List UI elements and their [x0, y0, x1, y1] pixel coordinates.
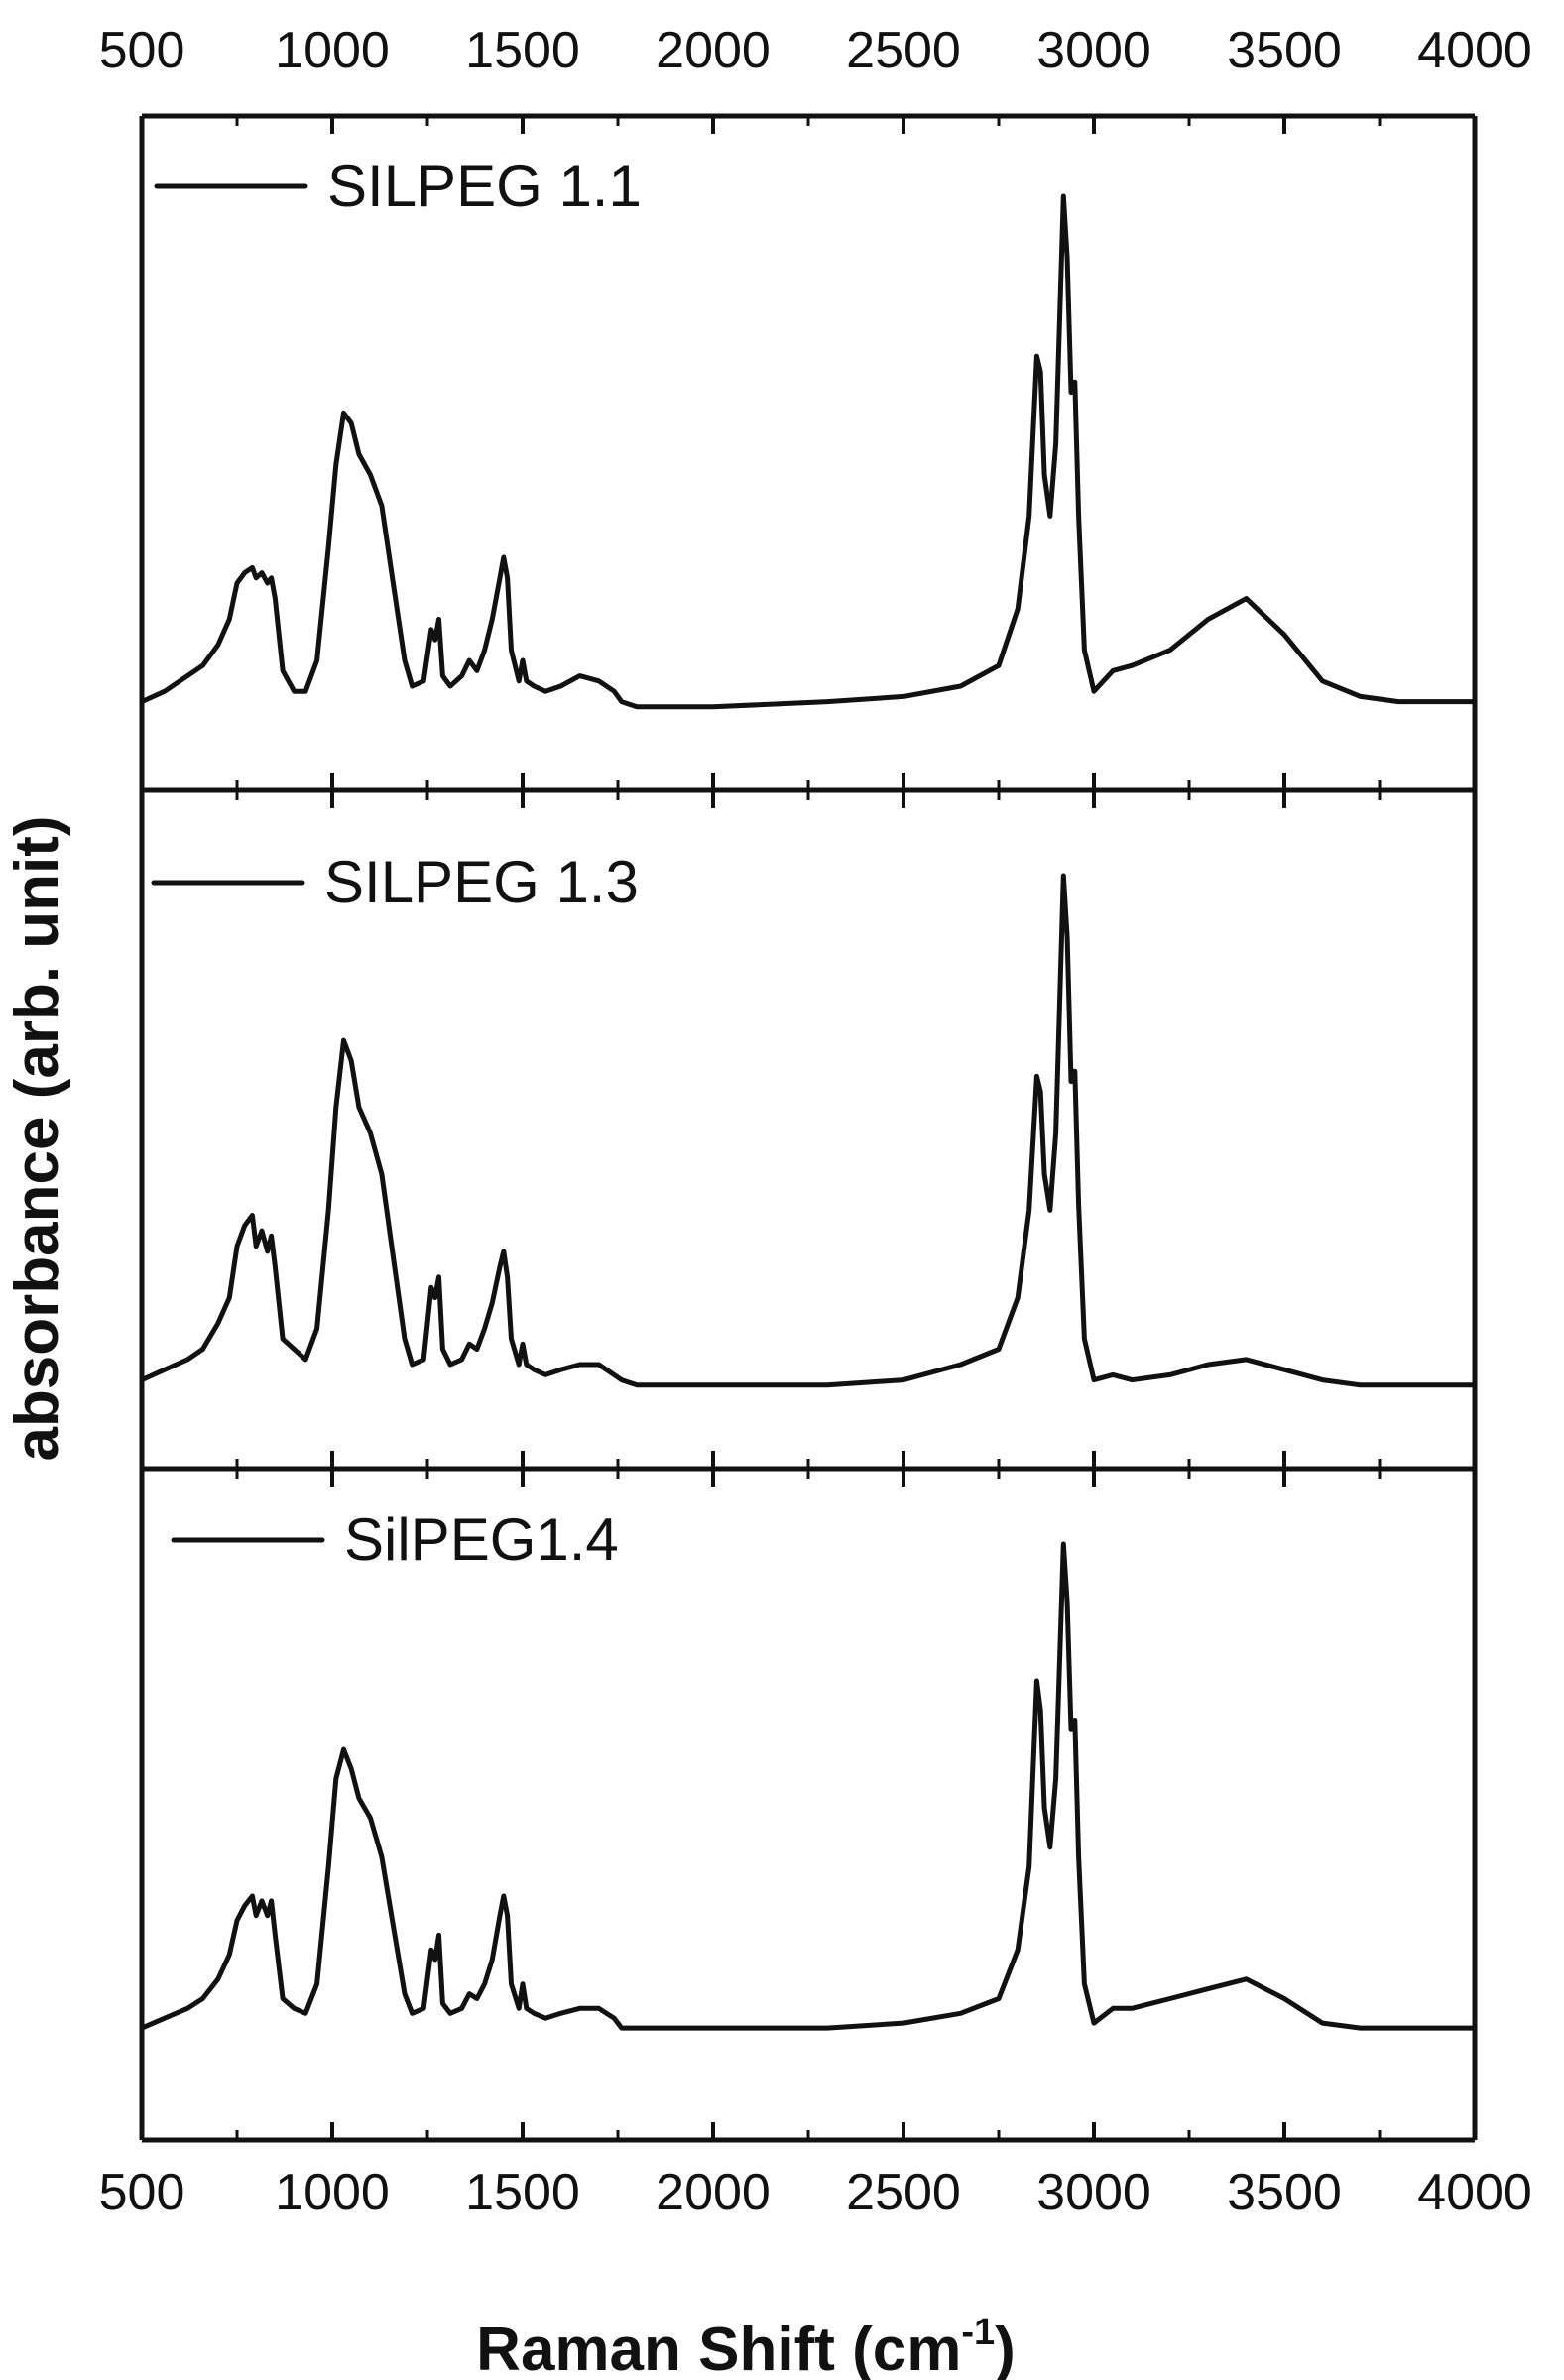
bottom-tick-label-3500: 3500 — [1227, 2164, 1342, 2221]
top-tick-label-1000: 1000 — [275, 22, 390, 79]
legend-label-1: SILPEG 1.1 — [327, 153, 642, 219]
top-tick-label-500: 500 — [99, 22, 185, 79]
x-axis-title-superscript: -1 — [961, 2312, 995, 2353]
top-tick-label-1500: 1500 — [465, 22, 580, 79]
top-tick-label-4000: 4000 — [1417, 22, 1532, 79]
bottom-tick-label-3000: 3000 — [1036, 2164, 1151, 2221]
legend-layer: SILPEG 1.1 SILPEG 1.3 SilPEG1.4 — [151, 153, 642, 1573]
series-line-2 — [139, 873, 1478, 1388]
bottom-tick-label-1000: 1000 — [275, 2164, 390, 2221]
axes-layer: 500 500 1000 1000 1500 1500 2000 2000 2500 2500 30… — [99, 22, 1532, 2221]
x-axis-title: Raman Shift (cm-1) — [476, 2312, 1016, 2380]
bottom-tick-label-2000: 2000 — [656, 2164, 771, 2221]
top-tick-label-2000: 2000 — [656, 22, 771, 79]
bottom-tick-label-4000: 4000 — [1417, 2164, 1532, 2221]
bottom-tick-label-500: 500 — [99, 2164, 185, 2221]
x-axis-title-text: Raman Shift (cm — [476, 2316, 961, 2380]
series-layer — [139, 193, 1478, 2031]
top-tick-label-3500: 3500 — [1227, 22, 1342, 79]
series-line-3 — [139, 1541, 1478, 2031]
top-tick-label-3000: 3000 — [1036, 22, 1151, 79]
labels-layer: absorbance (arb. unit) Raman Shift (cm-1… — [3, 815, 1016, 2380]
x-axis-title-suffix: ) — [995, 2316, 1016, 2380]
top-tick-label-2500: 2500 — [846, 22, 961, 79]
series-line-1 — [139, 193, 1478, 710]
bottom-tick-label-2500: 2500 — [846, 2164, 961, 2221]
legend-label-2: SILPEG 1.3 — [324, 849, 639, 915]
legend-label-3: SilPEG1.4 — [344, 1506, 619, 1573]
bottom-tick-label-1500: 1500 — [465, 2164, 580, 2221]
y-axis-title: absorbance (arb. unit) — [3, 815, 71, 1461]
